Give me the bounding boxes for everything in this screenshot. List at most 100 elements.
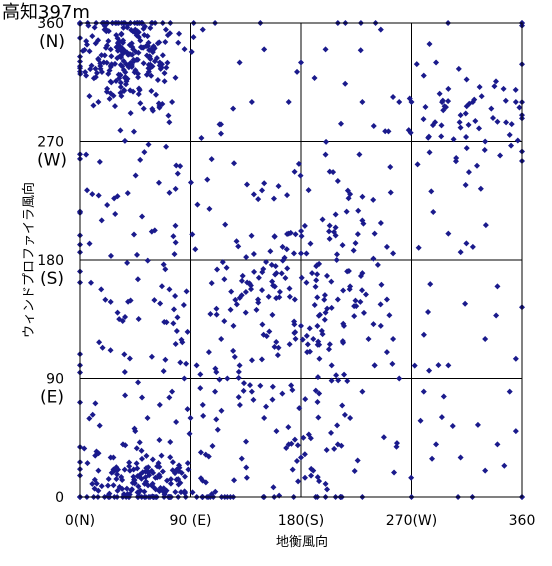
data-point bbox=[197, 449, 204, 456]
data-point bbox=[194, 201, 201, 208]
data-point bbox=[482, 138, 489, 145]
data-point bbox=[326, 341, 333, 348]
data-point bbox=[213, 416, 220, 423]
data-point bbox=[227, 306, 234, 313]
data-point bbox=[184, 328, 191, 335]
data-point bbox=[322, 151, 329, 158]
data-point bbox=[204, 176, 211, 183]
data-point bbox=[306, 348, 313, 355]
data-point bbox=[122, 392, 129, 399]
data-point bbox=[178, 469, 185, 476]
data-point bbox=[165, 112, 172, 119]
data-point bbox=[326, 228, 333, 235]
x-tick-label: 0(N) bbox=[65, 513, 95, 529]
data-point bbox=[144, 415, 151, 421]
data-point bbox=[242, 309, 249, 316]
data-point bbox=[185, 466, 192, 473]
data-point bbox=[114, 309, 121, 316]
data-point bbox=[457, 112, 464, 119]
data-point bbox=[474, 421, 481, 428]
data-point bbox=[163, 143, 170, 150]
data-point bbox=[508, 121, 515, 128]
data-point bbox=[127, 59, 134, 66]
data-point bbox=[292, 231, 299, 238]
data-point bbox=[192, 246, 199, 253]
data-point bbox=[236, 402, 243, 409]
data-point bbox=[497, 152, 504, 159]
data-point bbox=[117, 83, 124, 90]
data-point bbox=[285, 424, 292, 431]
data-point bbox=[282, 274, 289, 281]
data-point bbox=[269, 278, 276, 285]
data-point bbox=[148, 87, 155, 94]
data-point bbox=[118, 473, 125, 480]
data-point bbox=[324, 305, 331, 312]
data-point bbox=[305, 187, 312, 194]
data-point bbox=[290, 250, 297, 257]
data-point bbox=[170, 320, 177, 327]
data-point bbox=[378, 281, 385, 288]
data-point bbox=[314, 398, 321, 405]
data-point bbox=[411, 362, 418, 369]
data-point bbox=[156, 62, 163, 69]
data-point bbox=[106, 95, 113, 102]
data-point bbox=[390, 336, 397, 342]
data-point bbox=[199, 26, 206, 33]
data-point bbox=[433, 441, 440, 448]
data-point bbox=[328, 429, 335, 436]
data-point bbox=[111, 195, 118, 202]
data-point bbox=[321, 316, 328, 323]
data-point bbox=[134, 276, 141, 283]
data-point bbox=[156, 104, 163, 111]
data-point bbox=[261, 46, 268, 53]
data-point bbox=[188, 48, 195, 55]
data-point bbox=[104, 201, 111, 208]
data-point bbox=[154, 40, 161, 47]
data-point bbox=[135, 379, 142, 386]
y-direction-label: (E) bbox=[40, 388, 64, 408]
data-point bbox=[506, 388, 513, 395]
data-point bbox=[148, 72, 155, 79]
data-point bbox=[425, 134, 432, 141]
data-point bbox=[183, 360, 190, 367]
data-point bbox=[219, 259, 226, 266]
data-point bbox=[139, 469, 146, 476]
data-point bbox=[208, 156, 215, 163]
data-point bbox=[159, 52, 166, 59]
data-point bbox=[294, 68, 301, 75]
data-point bbox=[131, 425, 138, 432]
data-point bbox=[298, 250, 304, 257]
data-point bbox=[428, 188, 435, 195]
data-point bbox=[260, 265, 267, 272]
data-point bbox=[360, 220, 367, 227]
data-point bbox=[253, 306, 260, 313]
data-point bbox=[86, 415, 93, 422]
data-point bbox=[172, 292, 179, 299]
data-point bbox=[374, 261, 381, 268]
data-point bbox=[279, 243, 286, 250]
data-point bbox=[311, 74, 318, 81]
data-point bbox=[331, 229, 338, 236]
data-point bbox=[426, 367, 433, 374]
data-point bbox=[202, 479, 209, 486]
data-point bbox=[514, 137, 521, 144]
data-point bbox=[167, 476, 174, 483]
y-direction-label: (N) bbox=[39, 32, 65, 52]
data-point bbox=[145, 469, 152, 476]
data-point bbox=[133, 445, 140, 452]
data-point bbox=[383, 349, 390, 356]
data-point bbox=[218, 407, 225, 414]
data-point bbox=[173, 327, 180, 334]
data-point bbox=[140, 105, 147, 112]
data-point bbox=[298, 322, 304, 329]
data-point bbox=[128, 63, 135, 70]
data-point bbox=[319, 216, 326, 223]
data-point bbox=[390, 93, 397, 100]
y-direction-label: (S) bbox=[40, 269, 64, 289]
data-point bbox=[243, 181, 250, 188]
data-point bbox=[243, 254, 250, 261]
y-tick-label: 270 bbox=[37, 135, 64, 151]
data-point bbox=[289, 386, 296, 393]
data-point bbox=[455, 65, 462, 72]
data-point bbox=[429, 455, 436, 462]
